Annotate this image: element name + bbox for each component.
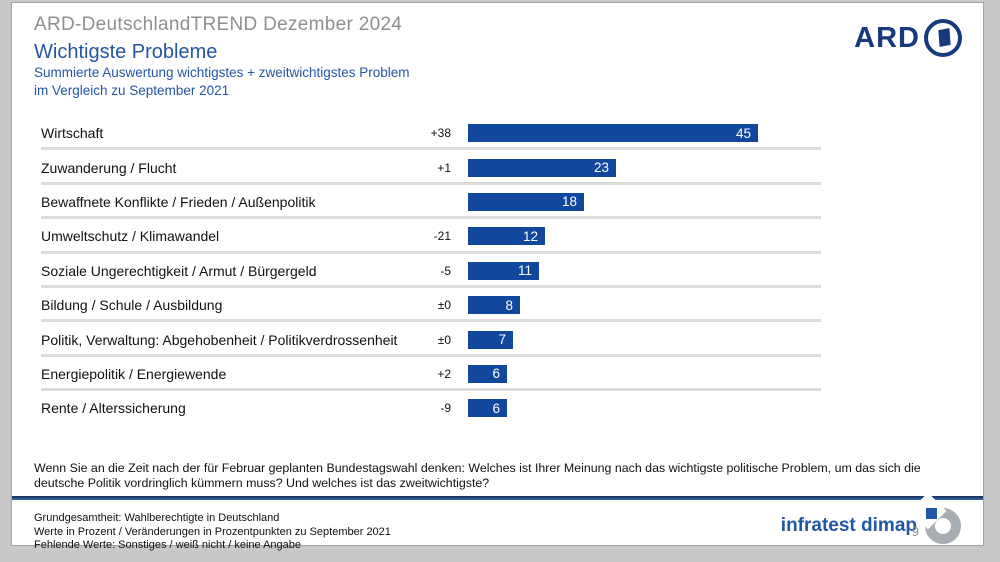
change-value: -5 [440, 263, 451, 278]
footer-divider [12, 496, 983, 500]
row-separator [41, 284, 821, 288]
change-value: +38 [430, 126, 451, 141]
footnote-units: Werte in Prozent / Veränderungen in Proz… [34, 525, 391, 538]
chart-row: Bewaffnete Konflikte / Frieden / Außenpo… [12, 185, 985, 220]
bar-value-label: 12 [522, 228, 538, 244]
infratest-dimap-logo: infratest dimap [780, 492, 961, 544]
category-label: Zuwanderung / Flucht [41, 159, 177, 176]
change-value: -21 [433, 229, 451, 244]
category-label: Bewaffnete Konflikte / Frieden / Außenpo… [41, 193, 316, 210]
value-bar: 18 [468, 192, 584, 211]
slide-kicker: ARD-DeutschlandTREND Dezember 2024 [34, 14, 403, 35]
footnotes: Grundgesamtheit: Wahlberechtigte in Deut… [34, 512, 391, 553]
row-separator [41, 216, 821, 220]
change-value: ±0 [437, 332, 451, 347]
category-label: Rente / Alterssicherung [41, 400, 186, 417]
value-bar: 23 [468, 158, 616, 177]
change-value: ±0 [437, 298, 451, 313]
change-value: +2 [437, 366, 451, 381]
subtitle-line-1: Summierte Auswertung wichtigstes + zweit… [34, 65, 410, 80]
category-label: Wirtschaft [41, 125, 104, 142]
change-value: -9 [440, 401, 451, 416]
footnote-missing: Fehlende Werte: Sonstiges / weiß nicht /… [34, 539, 302, 551]
chart-row: Zuwanderung / Flucht +1 23 [12, 150, 985, 185]
row-separator [41, 388, 821, 392]
value-bar: 7 [468, 330, 513, 349]
chart-rows: Wirtschaft +38 45 Zuwanderung / Flucht +1 23 B… [12, 116, 985, 426]
row-separator [41, 250, 821, 254]
chart-row: Energiepolitik / Energiewende +2 6 [12, 357, 985, 392]
row-separator [41, 319, 821, 323]
value-bar: 11 [468, 261, 539, 280]
bar-value-label: 45 [735, 125, 751, 141]
category-label: Politik, Verwaltung: Abgehobenheit / Pol… [41, 331, 398, 348]
value-bar: 8 [468, 296, 520, 315]
ard-logo-wordmark: ARD [854, 21, 920, 54]
row-separator [41, 353, 821, 357]
change-value: +1 [437, 160, 451, 175]
row-separator [41, 181, 821, 185]
category-label: Energiepolitik / Energiewende [41, 365, 227, 382]
chart-row: Umweltschutz / Klimawandel -21 12 [12, 219, 985, 254]
category-label: Soziale Ungerechtigkeit / Armut / Bürger… [41, 262, 317, 279]
value-bar: 6 [468, 399, 507, 418]
bar-value-label: 6 [492, 400, 500, 416]
chart-row: Wirtschaft +38 45 [12, 116, 985, 151]
value-bar: 45 [468, 124, 758, 143]
row-separator [41, 147, 821, 151]
ard-logo: ARD [854, 19, 962, 57]
category-label: Bildung / Schule / Ausbildung [41, 297, 223, 314]
value-bar: 12 [468, 227, 545, 246]
bar-value-label: 7 [498, 332, 506, 348]
survey-question: Wenn Sie an die Zeit nach der für Februa… [34, 461, 921, 490]
chart-row: Bildung / Schule / Ausbildung ±0 8 [12, 288, 985, 323]
page-title: Wichtigste Probleme [34, 41, 218, 63]
slide-subtitle: Summierte Auswertung wichtigstes + zweit… [34, 64, 410, 99]
chart-row: Soziale Ungerechtigkeit / Armut / Bürger… [12, 254, 985, 288]
infratest-dimap-wordmark: infratest dimap [780, 515, 917, 536]
chart-row: Politik, Verwaltung: Abgehobenheit / Pol… [12, 322, 985, 357]
bar-value-label: 8 [505, 297, 513, 313]
category-label: Umweltschutz / Klimawandel [41, 228, 220, 245]
value-bar: 6 [468, 364, 507, 383]
page-number: 9 [911, 524, 919, 539]
bar-value-label: 23 [593, 160, 609, 176]
bar-value-label: 6 [492, 366, 500, 382]
bar-value-label: 18 [561, 194, 577, 210]
subtitle-line-2: im Vergleich zu September 2021 [34, 82, 230, 98]
footnote-population: Grundgesamtheit: Wahlberechtigte in Deut… [34, 512, 280, 524]
slide: ARD-DeutschlandTREND Dezember 2024 Wicht… [11, 2, 985, 551]
bar-value-label: 11 [517, 263, 532, 279]
infratest-dimap-icon [909, 492, 961, 544]
ard-one-icon [924, 19, 962, 57]
chart-row: Rente / Alterssicherung -9 6 [12, 391, 985, 425]
